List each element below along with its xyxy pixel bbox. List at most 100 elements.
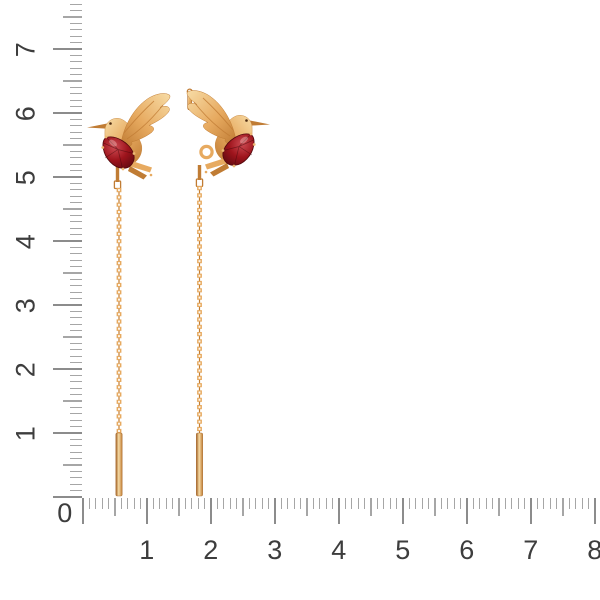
ruler-tick [70, 406, 82, 409]
ruler-tick [70, 297, 82, 300]
ruler-tick [53, 48, 82, 50]
ruler-tick [363, 498, 366, 509]
ruler-tick [70, 291, 82, 293]
ruler-tick [223, 498, 225, 509]
ruler-tick [338, 498, 340, 524]
ruler-tick [466, 498, 468, 524]
ruler-tick [70, 201, 82, 204]
ruler-tick [70, 93, 82, 95]
ruler-tick [53, 240, 82, 242]
ruler-tick [274, 498, 276, 524]
ruler-tick [70, 310, 82, 313]
ruler-tick [184, 498, 187, 509]
ruler-tick [70, 253, 82, 255]
ruler-tick [70, 137, 82, 140]
h-ruler-label: 8 [587, 535, 600, 565]
ruler-tick [415, 498, 417, 509]
ruler-tick [216, 498, 219, 509]
ruler-tick [472, 498, 475, 509]
ruler-tick [101, 498, 103, 509]
ruler-tick [568, 498, 571, 509]
ruler-tick [319, 498, 321, 509]
ruler-tick [63, 16, 82, 18]
ruler-tick [146, 498, 148, 524]
ruler-tick [63, 80, 82, 82]
ruler-tick [88, 498, 91, 509]
ruler-tick [389, 498, 391, 509]
ruler-tick [70, 227, 82, 229]
ruler-tick [70, 169, 82, 172]
ruler-tick [70, 451, 82, 453]
ruler-tick [70, 182, 82, 185]
ruler-tick [210, 498, 212, 524]
ruler-tick [197, 498, 199, 509]
ruler-tick [491, 498, 494, 509]
ruler-tick [235, 498, 238, 509]
ruler-tick [70, 413, 82, 415]
ruler-tick [70, 381, 82, 383]
ruler-tick [70, 195, 82, 197]
ruler-tick [459, 498, 462, 509]
ruler-tick [70, 355, 82, 357]
ruler-tick [562, 498, 564, 516]
ruler-tick [293, 498, 295, 509]
ruler-tick [70, 349, 82, 351]
ruler-tick [70, 125, 82, 127]
ruler-tick [95, 498, 97, 509]
ruler-tick [53, 112, 82, 114]
hummingbird-left [86, 92, 171, 180]
right-earring [186, 88, 271, 497]
ruler-tick [70, 361, 82, 364]
ruler-tick [70, 477, 82, 479]
ruler-tick [331, 498, 334, 509]
ruler-tick [70, 131, 82, 133]
ruler-tick [70, 483, 82, 485]
ruler-tick [70, 54, 82, 57]
ruler-tick [70, 342, 82, 345]
ruler-tick [351, 498, 353, 509]
ruler-tick [70, 470, 82, 473]
ruler-tick [523, 498, 526, 509]
ruler-tick [70, 265, 82, 268]
ruler-tick [395, 498, 398, 509]
ruler-tick [581, 498, 583, 509]
ruler-tick [306, 498, 308, 516]
ruler-tick [594, 498, 596, 524]
ruler-tick [70, 329, 82, 332]
ruler-tick [70, 22, 82, 25]
ruler-tick [171, 498, 174, 509]
h-ruler-label: 6 [459, 535, 475, 565]
ruler-tick [70, 150, 82, 153]
ruler-tick [312, 498, 315, 509]
ruler-tick [453, 498, 455, 509]
ruler-tick [63, 272, 82, 274]
ruler-tick [70, 3, 82, 5]
ruler-tick [536, 498, 539, 509]
ruler-tick [191, 498, 193, 509]
ruler-tick [376, 498, 379, 509]
ruler-tick [280, 498, 283, 509]
ruler-tick [299, 498, 302, 509]
ruler-tick [70, 285, 82, 287]
h-ruler-label: 2 [203, 535, 219, 565]
ruler-tick [530, 498, 532, 524]
ruler-tick [133, 498, 135, 509]
ruler-tick [70, 214, 82, 217]
h-ruler-label: 4 [331, 535, 347, 565]
ear-pin [197, 165, 202, 180]
ruler-tick [70, 425, 82, 428]
ruler-tick [63, 208, 82, 210]
ruler-tick [63, 400, 82, 402]
ruler-tick [127, 498, 129, 509]
ruler-tick [543, 498, 545, 509]
ruler-tick [70, 221, 82, 223]
threader-bar [196, 432, 203, 497]
ruler-tick [53, 496, 82, 498]
ruler-tick [70, 278, 82, 281]
ruler-tick [107, 498, 110, 509]
ruler-tick [242, 498, 244, 516]
ruler-tick [53, 304, 82, 306]
ruler-tick [70, 157, 82, 159]
